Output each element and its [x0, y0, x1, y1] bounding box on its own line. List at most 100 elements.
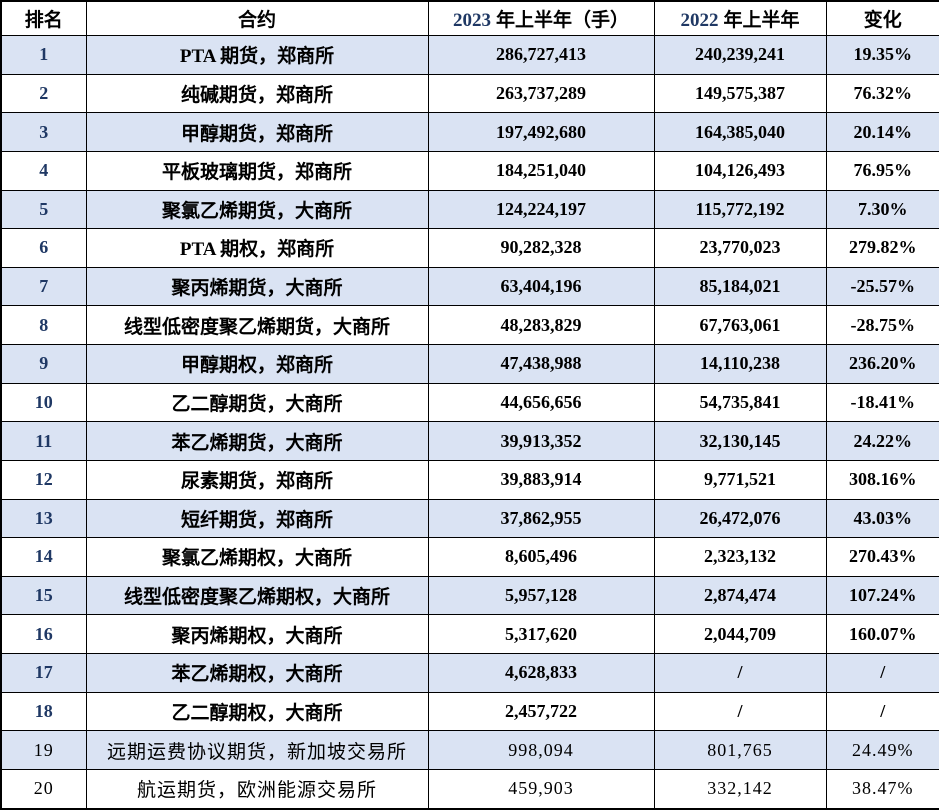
contract-cell: 线型低密度聚乙烯期权，大商所	[85, 575, 429, 616]
value-2023-cell: 39,883,914	[427, 459, 655, 500]
table-row: 4 平板玻璃期货，郑商所 184,251,040 104,126,493 76.95%	[0, 150, 939, 191]
contract-cell: 尿素期货，郑商所	[85, 459, 429, 500]
contract-cell: 聚丙烯期货，大商所	[85, 266, 429, 307]
value-2022-cell: 9,771,521	[653, 459, 827, 500]
header-2023-h1: 2023 年上半年（手）	[427, 0, 655, 36]
contract-cell: 短纤期货，郑商所	[85, 498, 429, 539]
value-2022-cell: 332,142	[653, 768, 827, 810]
change-cell: 160.07%	[825, 614, 939, 654]
change-cell: -28.75%	[825, 305, 939, 345]
table-row: 6 PTA 期权，郑商所 90,282,328 23,770,023 279.82%	[0, 228, 939, 268]
change-cell: 38.47%	[825, 768, 939, 810]
value-2022-cell: 14,110,238	[653, 344, 827, 384]
change-cell: 76.95%	[825, 150, 939, 191]
change-cell: 20.14%	[825, 112, 939, 152]
table-row: 13 短纤期货，郑商所 37,862,955 26,472,076 43.03%	[0, 498, 939, 539]
rank-cell: 18	[0, 691, 87, 732]
rank-cell: 11	[0, 421, 87, 461]
contract-cell: PTA 期权，郑商所	[85, 228, 429, 268]
value-2022-cell: 2,323,132	[653, 537, 827, 577]
value-2023-cell: 197,492,680	[427, 112, 655, 152]
change-cell: 308.16%	[825, 459, 939, 500]
value-2022-cell: 26,472,076	[653, 498, 827, 539]
value-2022-cell: 2,874,474	[653, 575, 827, 616]
value-2023-cell: 63,404,196	[427, 266, 655, 307]
value-2023-cell: 47,438,988	[427, 344, 655, 384]
table-row: 18 乙二醇期权，大商所 2,457,722//	[0, 691, 939, 732]
value-2023-cell: 998,094	[427, 730, 655, 770]
contract-cell: 苯乙烯期货，大商所	[85, 421, 429, 461]
value-2022-cell: 67,763,061	[653, 305, 827, 345]
value-2023-cell: 4,628,833	[427, 653, 655, 693]
table-row: 16 聚丙烯期权，大商所 5,317,620 2,044,709 160.07%	[0, 614, 939, 654]
change-cell: 19.35%	[825, 35, 939, 75]
value-2022-cell: /	[653, 691, 827, 732]
value-2023-cell: 37,862,955	[427, 498, 655, 539]
contract-cell: 甲醇期权，郑商所	[85, 344, 429, 384]
value-2023-cell: 286,727,413	[427, 35, 655, 75]
rank-cell: 5	[0, 189, 87, 230]
contract-cell: 平板玻璃期货，郑商所	[85, 150, 429, 191]
table-row: 8 线型低密度聚乙烯期货，大商所 48,283,829 67,763,061 -28.7…	[0, 305, 939, 345]
change-cell: 279.82%	[825, 228, 939, 268]
value-2023-cell: 90,282,328	[427, 228, 655, 268]
rank-cell: 4	[0, 150, 87, 191]
table-row: 17 苯乙烯期权，大商所 4,628,833//	[0, 653, 939, 693]
contract-cell: 航运期货，欧洲能源交易所	[85, 768, 429, 810]
change-cell: 24.49%	[825, 730, 939, 770]
contract-cell: PTA 期货，郑商所	[85, 35, 429, 75]
value-2023-cell: 263,737,289	[427, 73, 655, 114]
contract-cell: 纯碱期货，郑商所	[85, 73, 429, 114]
table-row: 12 尿素期货，郑商所 39,883,914 9,771,521 308.16%	[0, 459, 939, 500]
value-2022-cell: 164,385,040	[653, 112, 827, 152]
value-2022-cell: 240,239,241	[653, 35, 827, 75]
table-row: 10 乙二醇期货，大商所 44,656,656 54,735,841 -18.41%	[0, 382, 939, 423]
table-row: 1 PTA 期货，郑商所 286,727,413 240,239,241 19.35%	[0, 35, 939, 75]
value-2022-cell: 32,130,145	[653, 421, 827, 461]
header-2023-year: 2023	[452, 10, 491, 31]
contract-cell: 远期运费协议期货，新加坡交易所	[85, 730, 429, 770]
header-contract: 合约	[85, 0, 429, 36]
value-2022-cell: 23,770,023	[653, 228, 827, 268]
rank-cell: 17	[0, 653, 87, 693]
contract-cell: 聚氯乙烯期货，大商所	[85, 189, 429, 230]
value-2022-cell: /	[653, 653, 827, 693]
value-2023-cell: 48,283,829	[427, 305, 655, 345]
table-row: 14 聚氯乙烯期权，大商所 8,605,496 2,323,132 270.43%	[0, 537, 939, 577]
header-row: 排名 合约 2023 年上半年（手） 2022 年上半年 变化	[0, 0, 939, 36]
change-cell: /	[825, 691, 939, 732]
table-row: 3 甲醇期货，郑商所 197,492,680 164,385,040 20.14%	[0, 112, 939, 152]
table-body: 1 PTA 期货，郑商所 286,727,413 240,239,241 19.35% 2…	[0, 35, 939, 810]
rank-cell: 6	[0, 228, 87, 268]
table-row: 5 聚氯乙烯期货，大商所 124,224,197 115,772,192 7.30%	[0, 189, 939, 230]
contract-cell: 聚丙烯期权，大商所	[85, 614, 429, 654]
change-cell: 43.03%	[825, 498, 939, 539]
change-cell: /	[825, 653, 939, 693]
change-cell: 236.20%	[825, 344, 939, 384]
rank-cell: 13	[0, 498, 87, 539]
value-2023-cell: 2,457,722	[427, 691, 655, 732]
value-2023-cell: 44,656,656	[427, 382, 655, 423]
contract-cell: 苯乙烯期权，大商所	[85, 653, 429, 693]
rank-cell: 16	[0, 614, 87, 654]
rank-cell: 14	[0, 537, 87, 577]
table-row: 19 远期运费协议期货，新加坡交易所 998,094 801,765 24.49%	[0, 730, 939, 770]
change-cell: -25.57%	[825, 266, 939, 307]
change-cell: 7.30%	[825, 189, 939, 230]
header-2022-year: 2022	[680, 10, 719, 31]
rank-cell: 2	[0, 73, 87, 114]
value-2023-cell: 8,605,496	[427, 537, 655, 577]
value-2022-cell: 104,126,493	[653, 150, 827, 191]
value-2022-cell: 115,772,192	[653, 189, 827, 230]
header-2023-rest: 年上半年（手）	[495, 10, 629, 31]
value-2022-cell: 801,765	[653, 730, 827, 770]
rank-cell: 10	[0, 382, 87, 423]
table-row: 9 甲醇期权，郑商所 47,438,988 14,110,238 236.20%	[0, 344, 939, 384]
header-change: 变化	[825, 0, 939, 36]
header-rank: 排名	[0, 0, 87, 36]
value-2023-cell: 39,913,352	[427, 421, 655, 461]
value-2022-cell: 54,735,841	[653, 382, 827, 423]
rank-cell: 9	[0, 344, 87, 384]
header-2022-h1: 2022 年上半年	[653, 0, 827, 36]
